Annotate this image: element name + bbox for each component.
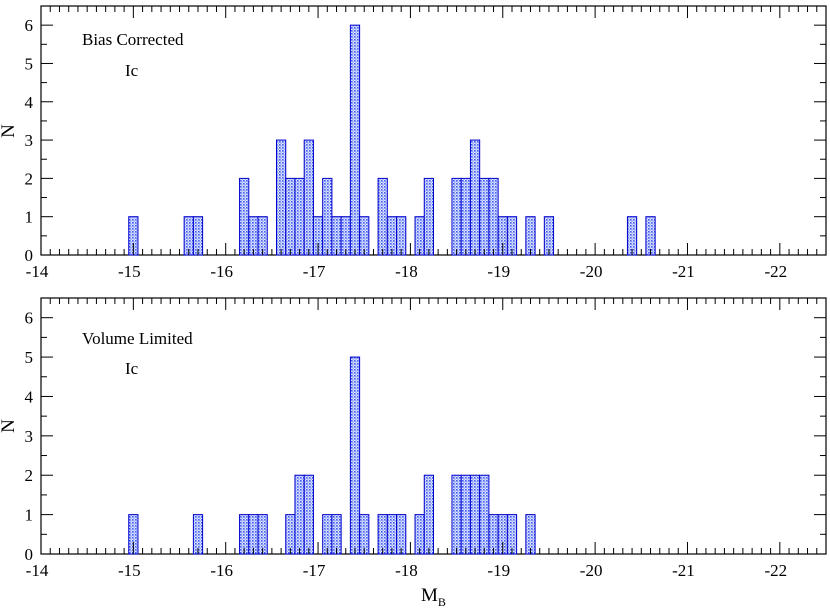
histogram-bar bbox=[285, 177, 296, 256]
annotation-title: Bias Corrected bbox=[82, 30, 184, 49]
histogram-bar bbox=[349, 24, 361, 256]
x-tick-label: -18 bbox=[395, 561, 418, 580]
histogram-bar bbox=[469, 139, 481, 256]
y-tick-label: 2 bbox=[25, 466, 34, 485]
panel-bias-corrected: -14 -15 -16 -17 -18 -19 -20 -21 -22 0 1 2 3 4 5 6 N Bi… bbox=[0, 5, 827, 281]
x-tick-label: -19 bbox=[487, 561, 510, 580]
histogram-bar bbox=[303, 139, 314, 256]
histogram-bar bbox=[460, 474, 471, 555]
x-tick-label: -17 bbox=[303, 561, 326, 580]
y-tick-label: 5 bbox=[25, 348, 34, 367]
histogram-bars bbox=[128, 356, 536, 555]
y-tick-label: 0 bbox=[25, 246, 34, 265]
x-tick-label: -16 bbox=[210, 561, 233, 580]
y-tick-label: 4 bbox=[25, 387, 34, 406]
x-axis-label-subscript: B bbox=[438, 595, 446, 609]
annotation-subtitle: Ic bbox=[125, 61, 139, 80]
histogram-bar bbox=[451, 177, 462, 256]
x-tick-label: -17 bbox=[303, 262, 326, 281]
x-tick-label: -21 bbox=[672, 561, 695, 580]
histogram-bar bbox=[294, 474, 305, 555]
y-axis-ticks: 0 1 2 3 4 5 6 bbox=[25, 5, 826, 265]
x-tick-label: -14 bbox=[26, 262, 49, 281]
y-tick-label: 3 bbox=[25, 131, 34, 150]
y-tick-label: 6 bbox=[25, 16, 34, 35]
x-axis-ticks: -14 -15 -16 -17 -18 -19 -20 -21 -22 bbox=[26, 298, 827, 580]
histogram-bar bbox=[479, 177, 490, 256]
x-tick-label: -19 bbox=[487, 262, 510, 281]
x-tick-label: -18 bbox=[395, 262, 418, 281]
x-tick-label: -22 bbox=[764, 561, 787, 580]
y-tick-label: 1 bbox=[25, 208, 34, 227]
y-tick-label: 6 bbox=[25, 309, 34, 328]
annotation-subtitle: Ic bbox=[125, 359, 139, 378]
histogram-bar bbox=[349, 356, 361, 555]
histogram-bar bbox=[488, 177, 499, 256]
y-tick-label: 3 bbox=[25, 427, 34, 446]
histogram-bar bbox=[479, 474, 490, 555]
y-tick-label: 4 bbox=[25, 93, 34, 112]
x-tick-label: -20 bbox=[580, 561, 603, 580]
histogram-bar bbox=[451, 474, 462, 555]
x-tick-label: -16 bbox=[210, 262, 233, 281]
histogram-bars bbox=[128, 24, 656, 256]
histogram-bar bbox=[322, 177, 333, 256]
y-tick-label: 0 bbox=[25, 545, 34, 564]
y-axis-label: N bbox=[0, 419, 19, 433]
histogram-bar bbox=[460, 177, 471, 256]
panel-volume-limited: -14 -15 -16 -17 -18 -19 -20 -21 -22 0 1 2 3 4 5 6 N Vo… bbox=[0, 297, 827, 609]
histogram-bar bbox=[303, 474, 314, 555]
x-tick-label: -21 bbox=[672, 262, 695, 281]
x-axis-ticks: -14 -15 -16 -17 -18 -19 -20 -21 -22 bbox=[26, 6, 827, 281]
y-axis-ticks: 0 1 2 3 4 5 6 bbox=[25, 297, 826, 564]
histogram-bar bbox=[239, 177, 250, 256]
y-tick-label: 1 bbox=[25, 506, 34, 525]
x-tick-label: -20 bbox=[580, 262, 603, 281]
histogram-bar bbox=[469, 474, 481, 555]
x-tick-label: -15 bbox=[118, 262, 141, 281]
x-tick-label: -22 bbox=[764, 262, 787, 281]
histogram-bar bbox=[423, 177, 435, 256]
y-tick-label: 2 bbox=[25, 169, 34, 188]
y-axis-label: N bbox=[0, 124, 19, 138]
annotation-title: Volume Limited bbox=[82, 329, 193, 348]
histogram-bar bbox=[294, 177, 305, 256]
y-tick-label: 5 bbox=[25, 54, 34, 73]
histogram-bar bbox=[423, 474, 435, 555]
x-axis-label: MB bbox=[421, 585, 446, 609]
histogram-bar bbox=[377, 177, 388, 256]
histogram-bar bbox=[276, 139, 287, 256]
x-tick-label: -14 bbox=[26, 561, 49, 580]
x-tick-label: -15 bbox=[118, 561, 141, 580]
